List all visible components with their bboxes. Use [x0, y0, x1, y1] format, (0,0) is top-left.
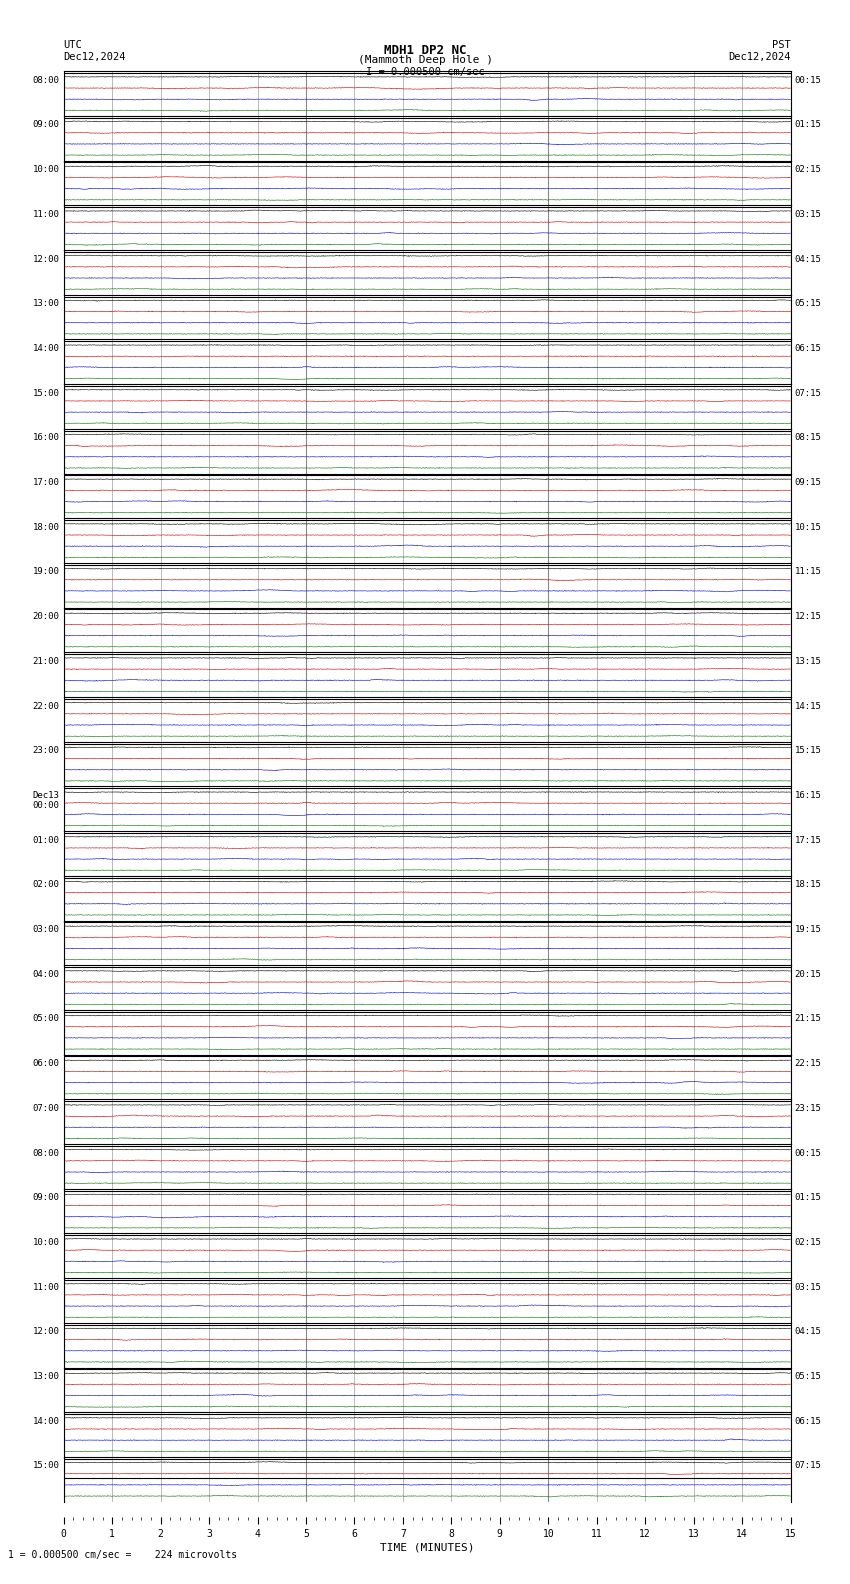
- Text: 05:15: 05:15: [795, 299, 822, 309]
- X-axis label: TIME (MINUTES): TIME (MINUTES): [380, 1543, 474, 1552]
- Text: 10:00: 10:00: [32, 165, 60, 174]
- Text: 07:00: 07:00: [32, 1104, 60, 1114]
- Text: 11:15: 11:15: [795, 567, 822, 577]
- Text: 14:00: 14:00: [32, 344, 60, 353]
- Text: 10:15: 10:15: [795, 523, 822, 532]
- Text: 16:00: 16:00: [32, 434, 60, 442]
- Text: 17:15: 17:15: [795, 836, 822, 844]
- Text: 04:15: 04:15: [795, 255, 822, 263]
- Text: 09:00: 09:00: [32, 120, 60, 130]
- Text: UTC: UTC: [64, 40, 82, 49]
- Text: 02:15: 02:15: [795, 1239, 822, 1247]
- Text: 1 = 0.000500 cm/sec =    224 microvolts: 1 = 0.000500 cm/sec = 224 microvolts: [8, 1551, 238, 1560]
- Text: 15:00: 15:00: [32, 388, 60, 398]
- Text: 10:00: 10:00: [32, 1239, 60, 1247]
- Text: 13:15: 13:15: [795, 657, 822, 665]
- Text: 17:00: 17:00: [32, 478, 60, 486]
- Text: MDH1 DP2 NC: MDH1 DP2 NC: [383, 44, 467, 57]
- Text: 13:00: 13:00: [32, 1372, 60, 1381]
- Text: (Mammoth Deep Hole ): (Mammoth Deep Hole ): [358, 55, 492, 65]
- Text: 01:15: 01:15: [795, 120, 822, 130]
- Text: 11:00: 11:00: [32, 209, 60, 219]
- Text: Dec13
00:00: Dec13 00:00: [32, 790, 60, 811]
- Text: 06:15: 06:15: [795, 344, 822, 353]
- Text: 12:00: 12:00: [32, 255, 60, 263]
- Text: 00:15: 00:15: [795, 1148, 822, 1158]
- Text: 18:15: 18:15: [795, 881, 822, 889]
- Text: 02:15: 02:15: [795, 165, 822, 174]
- Text: 12:15: 12:15: [795, 611, 822, 621]
- Text: 18:00: 18:00: [32, 523, 60, 532]
- Text: 19:15: 19:15: [795, 925, 822, 935]
- Text: 05:15: 05:15: [795, 1372, 822, 1381]
- Text: 14:00: 14:00: [32, 1416, 60, 1426]
- Text: 20:15: 20:15: [795, 969, 822, 979]
- Text: 22:15: 22:15: [795, 1060, 822, 1068]
- Text: 06:00: 06:00: [32, 1060, 60, 1068]
- Text: I = 0.000500 cm/sec: I = 0.000500 cm/sec: [366, 67, 484, 76]
- Text: 02:00: 02:00: [32, 881, 60, 889]
- Text: 21:00: 21:00: [32, 657, 60, 665]
- Text: 16:15: 16:15: [795, 790, 822, 800]
- Text: 09:15: 09:15: [795, 478, 822, 486]
- Text: 19:00: 19:00: [32, 567, 60, 577]
- Text: 05:00: 05:00: [32, 1014, 60, 1023]
- Text: 15:15: 15:15: [795, 746, 822, 756]
- Text: 08:15: 08:15: [795, 434, 822, 442]
- Text: PST: PST: [772, 40, 791, 49]
- Text: 12:00: 12:00: [32, 1327, 60, 1337]
- Text: 03:15: 03:15: [795, 1283, 822, 1291]
- Text: Dec12,2024: Dec12,2024: [64, 52, 127, 62]
- Text: 14:15: 14:15: [795, 702, 822, 711]
- Text: 07:15: 07:15: [795, 388, 822, 398]
- Text: 20:00: 20:00: [32, 611, 60, 621]
- Text: 09:00: 09:00: [32, 1193, 60, 1202]
- Text: Dec12,2024: Dec12,2024: [728, 52, 791, 62]
- Text: 11:00: 11:00: [32, 1283, 60, 1291]
- Text: 01:15: 01:15: [795, 1193, 822, 1202]
- Text: 21:15: 21:15: [795, 1014, 822, 1023]
- Text: 15:00: 15:00: [32, 1462, 60, 1470]
- Text: 04:00: 04:00: [32, 969, 60, 979]
- Text: 23:00: 23:00: [32, 746, 60, 756]
- Text: 13:00: 13:00: [32, 299, 60, 309]
- Text: 03:15: 03:15: [795, 209, 822, 219]
- Text: 22:00: 22:00: [32, 702, 60, 711]
- Text: 08:00: 08:00: [32, 76, 60, 86]
- Text: 01:00: 01:00: [32, 836, 60, 844]
- Text: 23:15: 23:15: [795, 1104, 822, 1114]
- Text: 00:15: 00:15: [795, 76, 822, 86]
- Text: 03:00: 03:00: [32, 925, 60, 935]
- Text: 07:15: 07:15: [795, 1462, 822, 1470]
- Text: 04:15: 04:15: [795, 1327, 822, 1337]
- Text: 06:15: 06:15: [795, 1416, 822, 1426]
- Text: 08:00: 08:00: [32, 1148, 60, 1158]
